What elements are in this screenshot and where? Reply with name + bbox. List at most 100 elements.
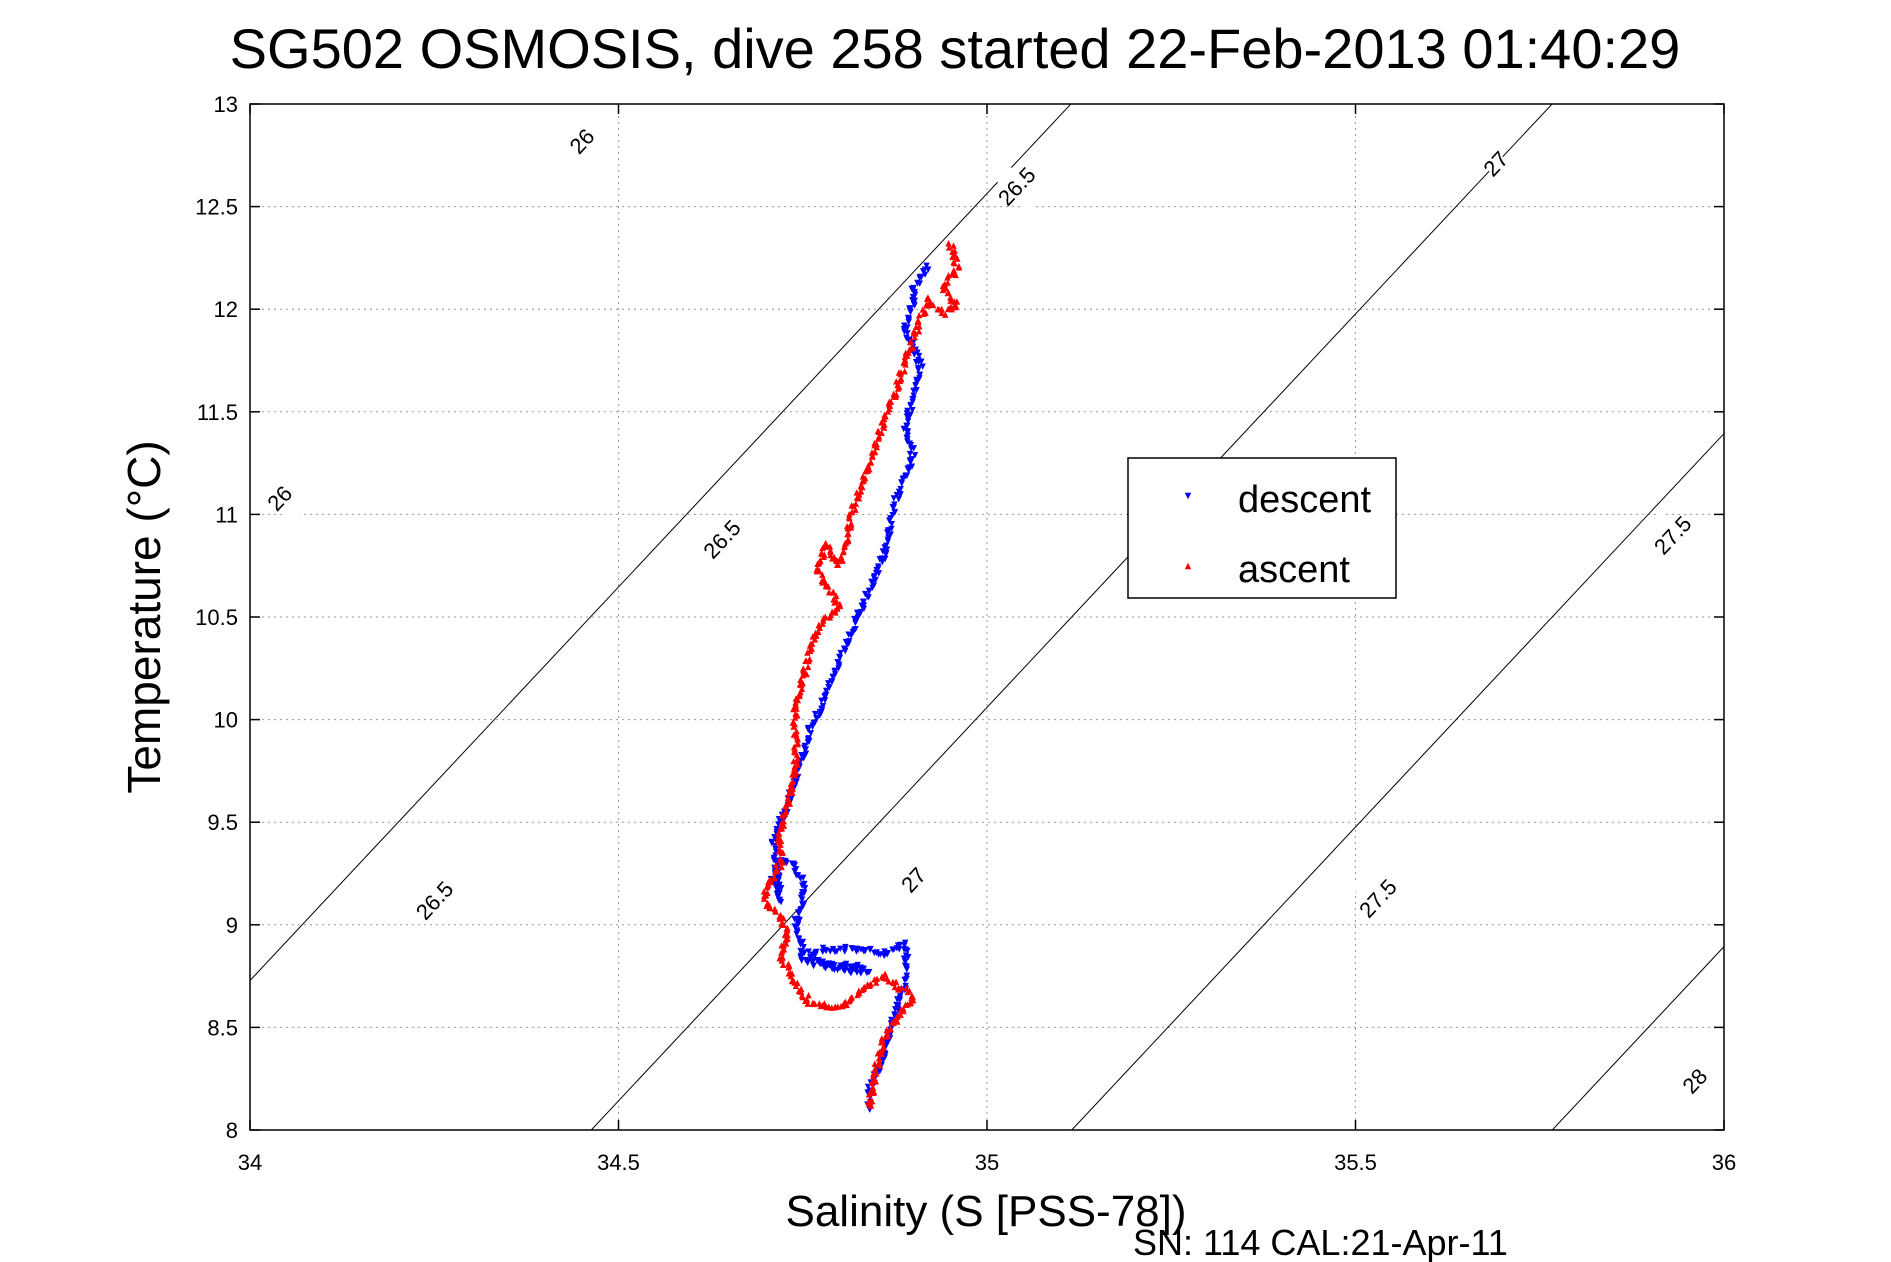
data-point-descent (888, 1016, 895, 1024)
data-point-ascent (890, 393, 897, 400)
contour-label-bg (555, 115, 608, 167)
data-point-descent (904, 324, 911, 331)
data-point-descent (820, 963, 828, 971)
contour-label-bg (1646, 509, 1699, 560)
data-point-descent (891, 501, 898, 508)
data-point-ascent (871, 1075, 878, 1083)
data-point-ascent (833, 557, 840, 564)
data-point-ascent (813, 568, 821, 575)
data-point-descent (804, 724, 812, 732)
data-point-ascent (940, 283, 947, 290)
x-axis-ticks: 34 34.5 35 35.5 36 (238, 104, 1736, 1175)
contour-label-bg (253, 472, 306, 524)
data-point-descent (910, 392, 917, 399)
data-point-descent (890, 495, 898, 502)
data-point-descent (775, 889, 782, 897)
data-point-descent (819, 948, 826, 956)
data-point-ascent (785, 964, 792, 971)
data-point-descent (918, 273, 925, 281)
data-point-ascent (891, 983, 898, 991)
legend-items: descent ascent (1184, 479, 1372, 591)
data-point-ascent (942, 311, 949, 318)
data-point-ascent (938, 309, 945, 317)
data-point-descent (908, 456, 916, 463)
data-point-ascent (760, 895, 768, 902)
data-point-ascent (945, 244, 953, 251)
data-point-ascent (791, 768, 799, 775)
data-point-ascent (790, 705, 797, 713)
data-point-ascent (789, 778, 797, 785)
data-point-descent (900, 425, 907, 433)
data-point-ascent (820, 553, 827, 560)
data-point-descent (816, 959, 823, 966)
data-point-ascent (901, 353, 908, 361)
chart-title: SG502 OSMOSIS, dive 258 started 22-Feb-2… (230, 17, 1681, 80)
data-point-descent (908, 463, 916, 470)
legend-marker-ascent (1184, 562, 1192, 570)
data-point-ascent (844, 530, 851, 538)
data-point-ascent (944, 274, 951, 281)
data-point-ascent (867, 1102, 875, 1109)
data-point-descent (857, 608, 865, 616)
data-point-descent (902, 952, 910, 959)
data-point-descent (904, 432, 911, 439)
data-point-descent (901, 322, 908, 329)
isopycnal-line (1071, 432, 1724, 1130)
data-point-descent (801, 885, 809, 892)
data-point-descent (909, 407, 916, 414)
data-point-ascent (875, 1055, 883, 1062)
data-point-ascent (853, 494, 861, 501)
data-point-descent (900, 325, 908, 333)
data-point-descent (801, 742, 809, 750)
data-point-ascent (915, 327, 923, 335)
isopycnal-line (1551, 945, 1724, 1130)
data-point-descent (901, 942, 908, 949)
data-point-descent (916, 375, 923, 382)
data-point-ascent (815, 621, 823, 629)
data-point-ascent (783, 925, 790, 932)
y-tick-label: 10.5 (195, 605, 238, 630)
data-point-ascent (791, 748, 798, 755)
data-point-descent (864, 593, 871, 600)
data-point-ascent (812, 630, 819, 637)
data-point-ascent (950, 242, 957, 249)
data-point-ascent (895, 369, 903, 376)
data-point-descent (859, 965, 866, 972)
data-point-descent (907, 402, 914, 410)
data-point-descent (798, 751, 805, 759)
data-point-descent (884, 538, 892, 545)
series-ascent (760, 240, 963, 1109)
data-point-ascent (792, 710, 799, 717)
data-point-ascent (778, 858, 785, 866)
data-point-descent (906, 450, 914, 458)
data-point-ascent (870, 1089, 877, 1096)
legend-label-ascent: ascent (1238, 549, 1350, 591)
data-point-ascent (848, 502, 855, 509)
data-point-descent (902, 982, 909, 990)
data-point-ascent (804, 663, 812, 670)
data-point-ascent (886, 402, 894, 409)
data-point-descent (837, 962, 844, 969)
data-point-descent (797, 947, 804, 955)
data-point-descent (888, 525, 895, 533)
data-point-descent (904, 314, 912, 322)
data-point-ascent (791, 714, 799, 721)
data-point-ascent (778, 949, 785, 956)
data-point-ascent (852, 506, 859, 513)
data-point-ascent (836, 602, 844, 610)
data-point-descent (873, 569, 880, 577)
x-tick-label: 35.5 (1334, 1150, 1377, 1175)
data-point-descent (829, 946, 837, 953)
data-point-ascent (814, 560, 821, 568)
data-point-descent (903, 472, 911, 479)
contour-label-bg (1469, 138, 1522, 189)
data-point-ascent (785, 789, 793, 797)
data-point-ascent (912, 330, 919, 337)
data-point-descent (822, 687, 830, 695)
data-point-descent (911, 302, 918, 309)
contour-label-bg (408, 875, 461, 926)
data-point-ascent (797, 688, 804, 696)
contour-label-bg (990, 161, 1043, 212)
data-point-descent (822, 691, 830, 698)
